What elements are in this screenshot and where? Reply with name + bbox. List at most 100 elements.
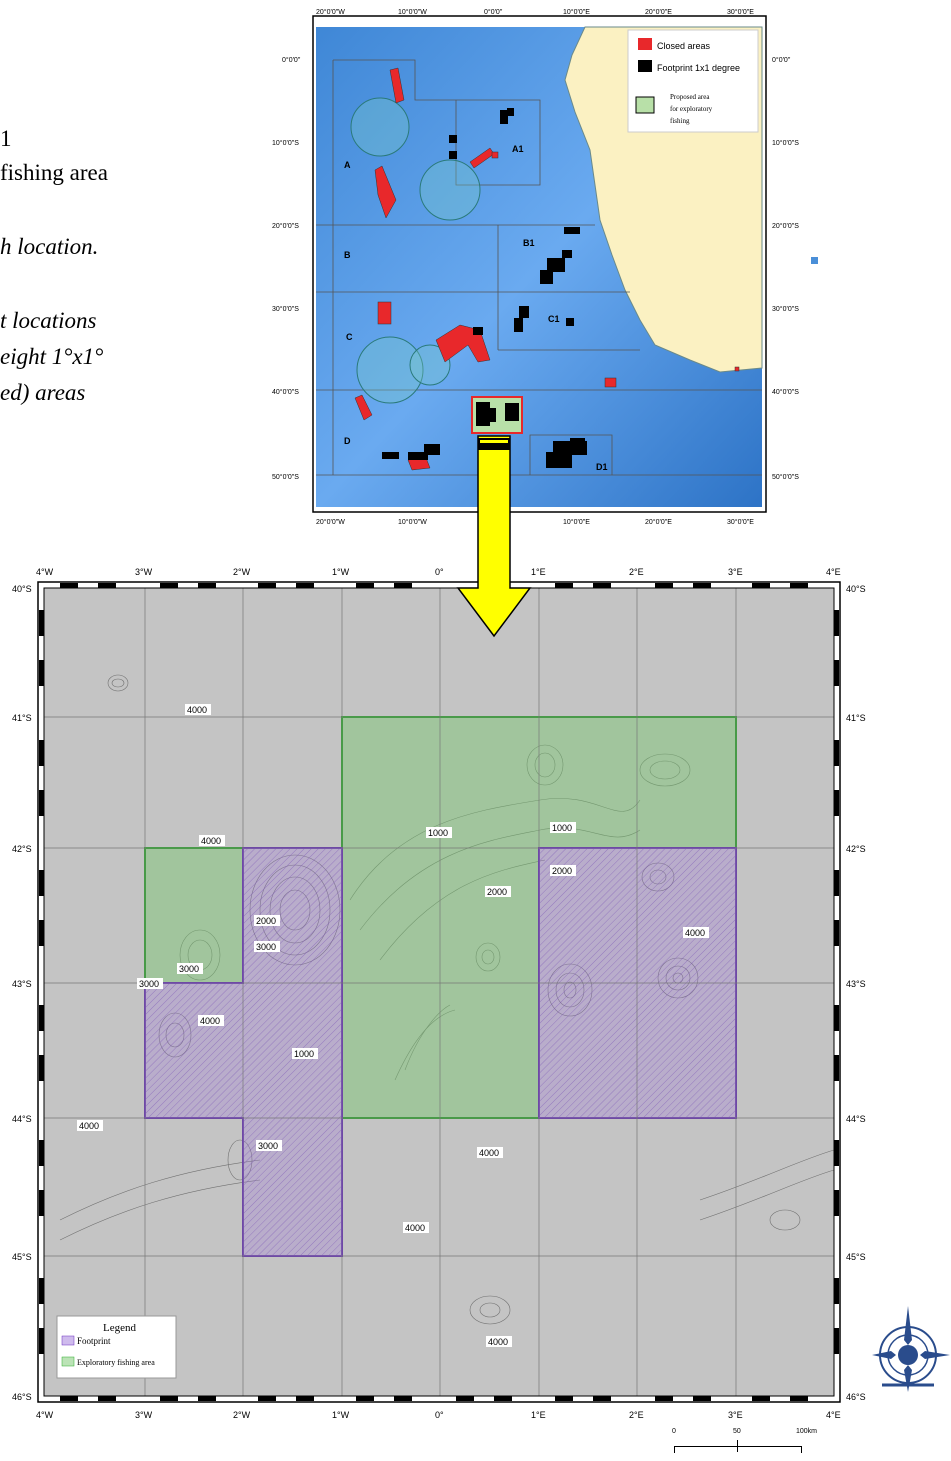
outside-marker xyxy=(811,257,818,264)
scale-bar-line xyxy=(674,1446,802,1453)
ov-lon-top-4: 20°0'0"E xyxy=(645,8,672,16)
ov-lat-left-1: 10°0'0"S xyxy=(272,139,299,147)
lat-right-6: 46°S xyxy=(846,1392,866,1402)
legend-exploratory-label: Exploratory fishing area xyxy=(77,1358,155,1367)
ov-lon-bot-3: 10°0'0"E xyxy=(563,518,590,526)
legend-proposed-3: fishing xyxy=(670,117,690,125)
lon-bot-1: 3°W xyxy=(135,1410,153,1420)
lat-left-6: 46°S xyxy=(12,1392,32,1402)
compass-logo xyxy=(872,1306,950,1392)
lon-bot-6: 2°E xyxy=(629,1410,644,1420)
detail-map: 4°W 3°W 2°W 1°W 0° 1°E 2°E 3°E 4°E 4°W 3… xyxy=(12,567,866,1420)
lon-top-5: 1°E xyxy=(531,567,546,577)
legend-proposed-2: for exploratory xyxy=(670,105,713,113)
ov-lat-right-0: 0°0'0" xyxy=(772,56,791,64)
contour-label-4: 2000 xyxy=(552,866,572,876)
detail-legend: Legend Footprint Exploratory fishing are… xyxy=(56,1315,177,1379)
ov-lon-bot-1: 10°0'0"W xyxy=(398,518,427,526)
contour-label-11: 3000 xyxy=(179,964,199,974)
lat-left-3: 43°S xyxy=(12,979,32,989)
contour-label-9: 4000 xyxy=(685,928,705,938)
ov-lon-bot-0: 20°0'0"W xyxy=(316,518,345,526)
lon-top-2: 2°W xyxy=(233,567,251,577)
lon-bot-4: 0° xyxy=(435,1410,444,1420)
contour-label-8: 3000 xyxy=(139,979,159,989)
region-label-c1: C1 xyxy=(548,314,560,324)
contour-label-12: 4000 xyxy=(79,1121,99,1131)
ov-lon-top-0: 20°0'0"W xyxy=(316,8,345,16)
lon-bot-5: 1°E xyxy=(531,1410,546,1420)
overview-frame xyxy=(312,15,767,513)
ov-lat-right-5: 50°0'0"S xyxy=(772,473,799,481)
closed-circle-2 xyxy=(419,159,481,221)
ov-lat-right-4: 40°0'0"S xyxy=(772,388,799,396)
scale-label-0: 0 xyxy=(672,1428,676,1435)
scale-label-50: 50 xyxy=(733,1428,741,1435)
region-label-a1: A1 xyxy=(512,144,524,154)
ov-lat-right-1: 10°0'0"S xyxy=(772,139,799,147)
contour-label-10: 4000 xyxy=(200,1016,220,1026)
lon-bot-3: 1°W xyxy=(332,1410,350,1420)
closed-circle-4 xyxy=(409,344,451,386)
contour-label-15: 3000 xyxy=(258,1141,278,1151)
caption-line-6: ed) areas xyxy=(0,380,86,405)
ov-lat-right-2: 20°0'0"S xyxy=(772,222,799,230)
zoom-arrow xyxy=(456,435,532,638)
frame-ticks xyxy=(39,583,839,1401)
caption-line-2: fishing area xyxy=(0,160,108,185)
detail-frame xyxy=(37,581,841,1403)
legend-footprint-label: Footprint xyxy=(77,1336,111,1346)
ov-lon-bot-5: 30°0'0"E xyxy=(727,518,754,526)
caption-line-3: h location. xyxy=(0,234,99,259)
lat-left-2: 42°S xyxy=(12,844,32,854)
lat-right-4: 44°S xyxy=(846,1114,866,1124)
ov-lon-top-3: 10°0'0"E xyxy=(563,8,590,16)
closed-circle-1 xyxy=(350,97,410,157)
contour-label-7: 2000 xyxy=(256,916,276,926)
ov-lat-left-2: 20°0'0"S xyxy=(272,222,299,230)
contour-label-14: 4000 xyxy=(479,1148,499,1158)
scale-bar-mid-tick xyxy=(737,1440,738,1452)
legend-title: Legend xyxy=(103,1322,136,1334)
lon-top-0: 4°W xyxy=(36,567,54,577)
region-label-a: A xyxy=(344,160,351,170)
lat-right-3: 43°S xyxy=(846,979,866,989)
contour-label-2: 1000 xyxy=(428,828,448,838)
region-label-d: D xyxy=(344,436,351,446)
contour-label-5: 2000 xyxy=(487,887,507,897)
contour-label-13: 1000 xyxy=(294,1049,314,1059)
region-label-b1: B1 xyxy=(523,238,535,248)
region-label-d1: D1 xyxy=(596,462,608,472)
lon-bot-2: 2°W xyxy=(233,1410,251,1420)
lat-right-0: 40°S xyxy=(846,584,866,594)
lat-left-1: 41°S xyxy=(12,713,32,723)
ov-lat-left-4: 40°0'0"S xyxy=(272,388,299,396)
ov-lon-top-1: 10°0'0"W xyxy=(398,8,427,16)
footprints xyxy=(382,108,587,468)
lat-left-4: 44°S xyxy=(12,1114,32,1124)
detail-grid xyxy=(44,588,834,1396)
legend-footprint: Footprint 1x1 degree xyxy=(657,63,740,73)
lat-right-5: 45°S xyxy=(846,1252,866,1262)
ov-lat-left-5: 50°0'0"S xyxy=(272,473,299,481)
ov-lat-right-3: 30°0'0"S xyxy=(772,305,799,313)
region-label-b: B xyxy=(344,250,351,260)
region-label-c: C xyxy=(346,332,353,342)
lon-bot-7: 3°E xyxy=(728,1410,743,1420)
caption-line-5: eight 1°x1° xyxy=(0,344,104,369)
lon-top-1: 3°W xyxy=(135,567,153,577)
ov-lon-top-5: 30°0'0"E xyxy=(727,8,754,16)
lon-top-7: 3°E xyxy=(728,567,743,577)
lon-top-4: 0° xyxy=(435,567,444,577)
overview-region-lines xyxy=(316,59,762,476)
contour-label-1: 4000 xyxy=(201,836,221,846)
ov-lat-left-0: 0°0'0" xyxy=(282,56,301,64)
legend-closed: Closed areas xyxy=(657,41,711,51)
ov-lon-top-2: 0°0'0" xyxy=(484,8,503,16)
closed-circle-3 xyxy=(356,336,424,404)
lon-top-6: 2°E xyxy=(629,567,644,577)
contour-label-16: 4000 xyxy=(405,1223,425,1233)
contour-label-0: 4000 xyxy=(187,705,207,715)
overview-map: A A1 B B1 C C1 D D1 Closed areas Footpri… xyxy=(272,8,818,526)
lon-bot-8: 4°E xyxy=(826,1410,841,1420)
